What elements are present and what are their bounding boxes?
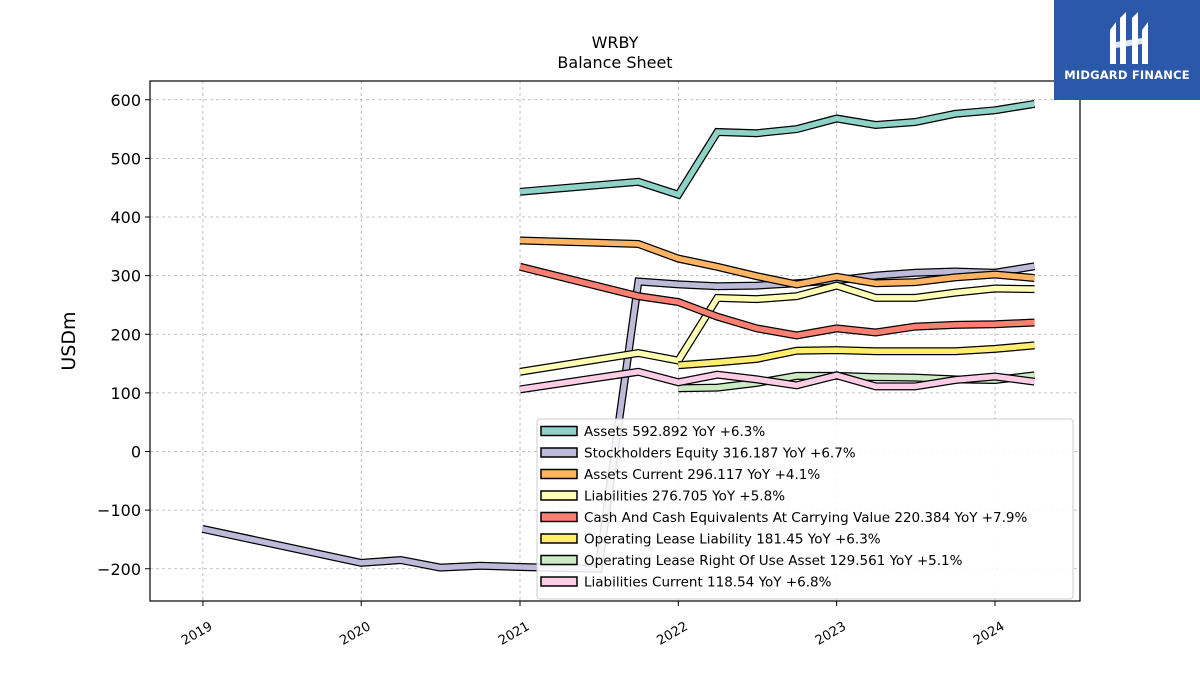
y-tick-label: 600 (110, 91, 141, 110)
plot-frame (149, 80, 1081, 602)
series-lines (201, 99, 1036, 573)
legend-swatch (540, 511, 578, 523)
x-tick-label: 2021 (496, 619, 532, 649)
y-tick-label: 500 (110, 149, 141, 168)
chart-title: WRBY (592, 33, 639, 52)
series-line (678, 341, 1035, 370)
series-line (519, 236, 1035, 289)
legend-swatch (540, 576, 578, 587)
series-line (519, 99, 1036, 200)
logo-mark-icon (1110, 12, 1148, 64)
series-line (201, 262, 1036, 573)
y-tick-label: 100 (110, 384, 141, 403)
legend-label: Assets 592.892 YoY +6.3% (584, 424, 765, 440)
chart-subtitle: Balance Sheet (557, 53, 672, 72)
x-tick-label: 2024 (971, 619, 1007, 649)
series-line-stroke (519, 264, 1035, 339)
y-tick-label: 400 (110, 208, 141, 227)
x-tick-label: 2020 (337, 619, 373, 649)
legend-label: Operating Lease Liability 181.45 YoY +6.… (584, 532, 881, 548)
series-line-stroke (519, 101, 1035, 198)
y-tick-label: −200 (97, 560, 141, 579)
legend-label: Cash And Cash Equivalents At Carrying Va… (584, 510, 1028, 526)
series-line (519, 281, 1035, 376)
logo-text: MIDGARD FINANCE (1064, 68, 1190, 82)
series-line (519, 367, 1036, 394)
x-tick-label: 2023 (813, 619, 849, 649)
y-tick-label: 0 (131, 443, 141, 462)
legend-swatch (540, 425, 578, 437)
legend-swatch (540, 447, 578, 458)
series-line-stroke (201, 263, 1035, 572)
x-tick-label: 2019 (179, 619, 215, 649)
series-line-stroke (519, 237, 1035, 288)
legend-swatch (540, 554, 578, 566)
legend-swatch (540, 533, 578, 544)
legend-label: Assets Current 296.117 YoY +4.1% (584, 467, 820, 483)
legend-label: Liabilities Current 118.54 YoY +6.8% (584, 575, 832, 591)
legend-swatch (540, 490, 578, 501)
y-tick-label: −100 (97, 501, 141, 520)
series-line-stroke (519, 282, 1035, 375)
legend-label: Operating Lease Right Of Use Asset 129.5… (584, 553, 963, 569)
series-line-stroke (678, 342, 1035, 369)
legend-swatch (540, 468, 578, 480)
y-axis-label: USDm (58, 311, 80, 370)
x-tick-label: 2022 (655, 619, 691, 649)
legend-label: Stockholders Equity 316.187 YoY +6.7% (584, 446, 856, 462)
series-line (519, 262, 1035, 340)
legend-label: Liabilities 276.705 YoY +5.8% (584, 489, 785, 505)
series-line-stroke (519, 368, 1035, 393)
series-line-outline (519, 99, 1036, 200)
midgard-finance-logo: MIDGARD FINANCE (1054, 0, 1200, 100)
y-tick-label: 200 (110, 325, 141, 344)
legend: Assets 592.892 YoY +6.3% Stockholders Equ… (536, 418, 1074, 600)
legend-box (536, 418, 1074, 600)
y-tick-label: 300 (110, 267, 141, 286)
